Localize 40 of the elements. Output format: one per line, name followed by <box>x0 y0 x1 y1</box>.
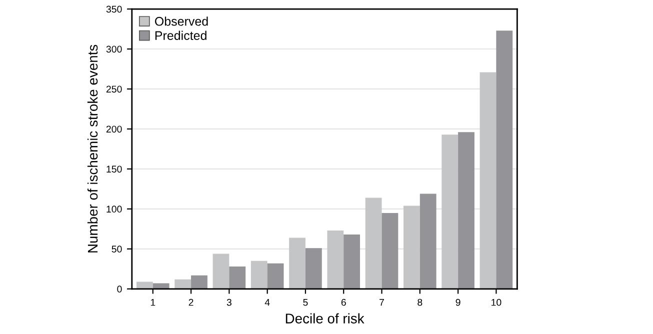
bar <box>250 260 268 289</box>
y-tick-label: 0 <box>117 286 122 293</box>
y-axis-title: Number of ischemic stroke events <box>87 44 98 252</box>
x-tick-label: 8 <box>418 298 422 306</box>
x-tick-label: 5 <box>303 298 308 306</box>
x-tick-label: 1 <box>150 298 156 306</box>
x-tick-label: 3 <box>226 298 232 306</box>
bar <box>404 206 420 289</box>
bar <box>267 263 284 289</box>
bar <box>344 234 360 289</box>
bar <box>442 134 458 289</box>
y-tick-label: 100 <box>106 206 122 213</box>
bar <box>480 72 496 289</box>
bar <box>305 248 322 289</box>
legend-label: Observed <box>155 16 208 26</box>
y-tick-label: 300 <box>106 46 122 53</box>
x-tick-label: 4 <box>264 298 270 306</box>
y-tick-label: 150 <box>106 166 122 173</box>
bar <box>420 194 436 289</box>
y-tick-label: 250 <box>106 86 122 93</box>
bar <box>496 30 513 289</box>
x-tick-label: 10 <box>492 298 502 306</box>
bar <box>289 238 306 289</box>
x-tick-label: 9 <box>456 298 460 306</box>
bar <box>382 212 398 289</box>
y-tick-label: 200 <box>106 126 122 133</box>
bar <box>229 266 246 289</box>
x-tick-label: 2 <box>188 298 194 306</box>
bar <box>136 282 153 289</box>
x-axis-title: Decile of risk <box>286 313 364 324</box>
y-tick-label: 50 <box>112 246 122 253</box>
bar <box>212 254 230 289</box>
bar <box>327 230 344 289</box>
legend-label: Predicted <box>155 30 206 40</box>
bar <box>191 275 208 289</box>
y-tick-label: 350 <box>106 6 122 13</box>
x-tick-label: 6 <box>341 298 346 306</box>
bar <box>458 132 474 289</box>
bar <box>365 198 382 289</box>
x-tick-label: 7 <box>380 298 384 306</box>
